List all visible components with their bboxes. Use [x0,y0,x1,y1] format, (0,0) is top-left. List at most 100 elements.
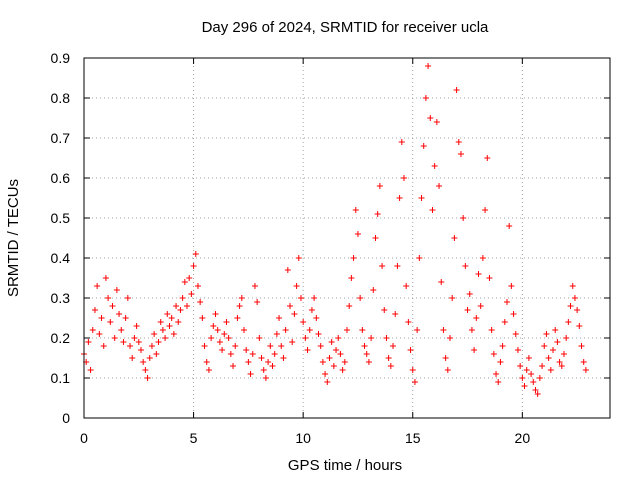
data-point [282,327,289,333]
data-point [122,315,129,321]
data-point [254,299,261,305]
data-point [216,339,223,345]
data-point [365,359,372,365]
data-point [300,319,307,325]
data-point [433,119,440,125]
data-point [530,379,537,385]
x-tick-label: 10 [295,430,311,446]
data-point [387,363,394,369]
data-point [308,307,315,313]
data-point [517,363,524,369]
data-point [181,279,188,285]
data-point [326,355,333,361]
data-point [569,283,576,289]
data-point [506,223,513,229]
data-point [155,339,162,345]
data-point [234,315,241,321]
data-point [197,299,204,305]
data-point [238,295,245,301]
data-point [405,319,412,325]
y-tick-label: 0.7 [51,130,71,146]
data-point [455,139,462,145]
data-point [580,359,587,365]
data-point [385,355,392,361]
data-point [87,367,94,373]
data-point [468,327,475,333]
data-point [436,183,443,189]
data-point [512,331,519,337]
data-point [510,311,517,317]
data-point [140,359,147,365]
data-point [374,211,381,217]
data-point [212,311,219,317]
data-point [120,339,127,345]
data-point [357,295,364,301]
data-point [409,367,416,373]
data-point [460,215,467,221]
data-point [333,347,340,353]
data-point [203,359,210,365]
data-point [184,303,191,309]
data-point [330,363,337,369]
data-point [451,235,458,241]
data-point [532,387,539,393]
data-point [96,331,103,337]
y-tick-label: 0.9 [51,50,71,66]
data-point [484,155,491,161]
data-point [225,335,232,341]
data-point [407,347,414,353]
data-point [354,231,361,237]
data-point [486,275,493,281]
data-point [429,207,436,213]
data-point [457,151,464,157]
data-point [363,351,370,357]
data-point [118,327,125,333]
data-point [372,235,379,241]
data-point [313,315,320,321]
data-point [148,343,155,349]
data-point [146,355,153,361]
data-point [488,327,495,333]
data-point [503,299,510,305]
data-point [475,271,482,277]
data-point [98,315,105,321]
data-point [271,351,278,357]
data-point [420,143,427,149]
data-point [482,207,489,213]
data-point [576,323,583,329]
data-point [168,315,175,321]
y-tick-label: 0.2 [51,330,71,346]
data-point [411,379,418,385]
data-point [249,351,256,357]
data-point [541,343,548,349]
data-point [344,327,350,333]
data-point [129,355,136,361]
data-point [416,255,423,261]
data-point [431,163,438,169]
data-point [227,351,234,357]
data-point [528,371,535,377]
data-point [379,263,386,269]
y-tick-label: 0 [62,410,70,426]
chart-title: Day 296 of 2024, SRMTID for receiver ucl… [202,19,489,36]
data-point [262,375,269,381]
data-point [287,303,294,309]
y-tick-label: 0.6 [51,170,71,186]
data-point [447,335,454,341]
data-point [350,255,357,261]
data-point [284,267,291,273]
data-point [381,307,388,313]
data-point [547,367,554,373]
data-point [473,315,480,321]
data-point [109,303,116,309]
data-point [438,279,445,285]
data-point [113,287,120,293]
data-point [192,251,199,257]
data-point [341,359,348,365]
data-point [265,359,272,365]
x-axis-label: GPS time / hours [288,457,402,474]
data-point [85,339,92,345]
data-point [571,295,578,301]
data-point [376,183,383,189]
